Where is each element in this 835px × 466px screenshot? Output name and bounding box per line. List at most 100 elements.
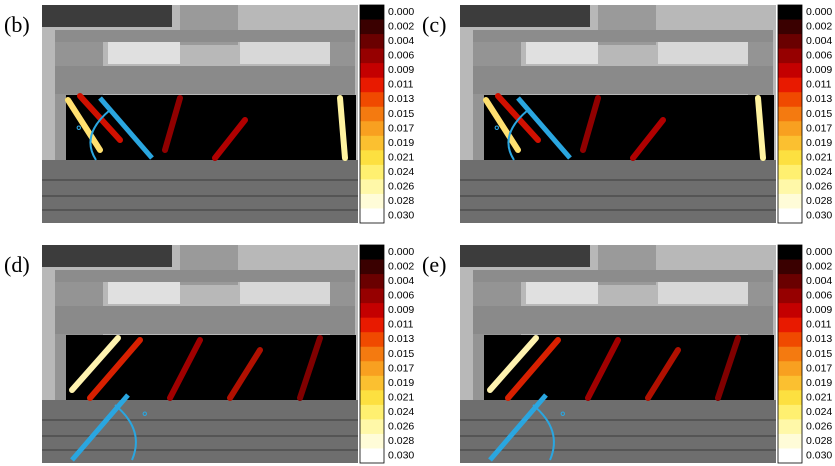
strain-streak bbox=[630, 117, 666, 161]
colorbar-tick: 0.024 bbox=[388, 406, 414, 418]
colorbar-tick: 0.028 bbox=[388, 435, 414, 447]
beam bbox=[55, 30, 355, 42]
colorbar-cell bbox=[778, 361, 802, 377]
colorbar-cell bbox=[360, 332, 384, 348]
colorbar-cell bbox=[778, 317, 802, 333]
colorbar-cell bbox=[778, 179, 802, 195]
colorbar-tick: 0.017 bbox=[806, 122, 832, 134]
colorbar-cell bbox=[360, 208, 384, 224]
machinery bbox=[460, 5, 590, 27]
beam bbox=[473, 30, 773, 42]
colorbar-cell bbox=[360, 448, 384, 464]
colorbar-cell bbox=[778, 303, 802, 319]
colorbar-cell bbox=[778, 245, 802, 261]
colorbar-tick: 0.009 bbox=[388, 304, 414, 316]
colorbar-tick: 0.030 bbox=[806, 450, 832, 462]
colorbar-tick: 0.011 bbox=[388, 79, 414, 91]
strain-streak bbox=[69, 335, 121, 393]
colorbar-cell bbox=[360, 346, 384, 362]
colorbar-tick: 0.021 bbox=[806, 151, 832, 163]
colorbar-frame bbox=[777, 4, 803, 224]
colorbar-tick: 0.002 bbox=[806, 21, 832, 33]
window bbox=[658, 42, 748, 64]
colorbar-tick: 0.028 bbox=[806, 435, 832, 447]
colorbar-frame bbox=[359, 244, 385, 464]
crack-line bbox=[516, 96, 572, 160]
colorbar-tick: 0.021 bbox=[388, 391, 414, 403]
colorbar-cell bbox=[360, 433, 384, 449]
colorbar-cell bbox=[778, 419, 802, 435]
colorbar-tick: 0.024 bbox=[806, 406, 832, 418]
ground bbox=[460, 400, 776, 463]
colorbar-tick: 0.019 bbox=[806, 137, 832, 149]
strain-streak bbox=[585, 337, 621, 401]
colorbar-cell bbox=[778, 390, 802, 406]
ground bbox=[42, 400, 358, 463]
colorbar-cell bbox=[360, 92, 384, 108]
colorbar-tick: 0.009 bbox=[388, 64, 414, 76]
colorbar-tick: 0.026 bbox=[806, 420, 832, 432]
colorbar-tick: 0.004 bbox=[388, 275, 414, 287]
colorbar-tick: 0.019 bbox=[388, 137, 414, 149]
colorbar-cell bbox=[360, 245, 384, 261]
colorbar-cell bbox=[360, 288, 384, 304]
angle-arc bbox=[532, 404, 555, 461]
colorbar-cell bbox=[360, 303, 384, 319]
colorbar-tick: 0.015 bbox=[806, 108, 832, 120]
colorbar-cell bbox=[360, 48, 384, 64]
beam bbox=[473, 270, 773, 282]
colorbar-tick: 0.013 bbox=[388, 333, 414, 345]
strain-band bbox=[66, 95, 356, 160]
colorbar-cell bbox=[778, 433, 802, 449]
colorbar-cell bbox=[778, 346, 802, 362]
panel: ° 0.000 0.002 0.004 0.006 0.009 0.011 0.013 0.01… bbox=[422, 244, 832, 464]
strain-streak bbox=[337, 95, 348, 161]
colorbar-cell bbox=[360, 121, 384, 137]
strain-streak bbox=[495, 93, 541, 143]
beam bbox=[473, 66, 773, 94]
colorbar-cell bbox=[360, 375, 384, 391]
colorbar-cell bbox=[778, 164, 802, 180]
strain-streak bbox=[77, 93, 123, 143]
panel-label: (e) bbox=[422, 252, 446, 277]
colorbar-cell bbox=[360, 259, 384, 275]
colorbar-cell bbox=[778, 34, 802, 50]
angle-label: ° bbox=[142, 409, 148, 425]
colorbar-cell bbox=[360, 317, 384, 333]
colorbar-cell bbox=[360, 390, 384, 406]
colorbar-cell bbox=[778, 208, 802, 224]
colorbar-tick: 0.000 bbox=[388, 6, 414, 18]
strain-streak bbox=[212, 117, 248, 161]
crack-line bbox=[70, 393, 130, 462]
angle-arc bbox=[114, 404, 137, 461]
panel: ° 0.000 0.002 0.004 0.006 0.009 0.011 0.013 0.01… bbox=[4, 4, 414, 224]
colorbar-cell bbox=[778, 48, 802, 64]
colorbar-tick: 0.006 bbox=[806, 50, 832, 62]
colorbar-tick: 0.026 bbox=[806, 180, 832, 192]
window bbox=[108, 42, 180, 64]
crack-line bbox=[488, 393, 548, 462]
angle-label: ° bbox=[76, 123, 82, 139]
window bbox=[658, 282, 748, 304]
window bbox=[240, 42, 330, 64]
photo bbox=[42, 5, 358, 223]
angle-label: ° bbox=[560, 409, 566, 425]
colorbar-cell bbox=[778, 77, 802, 93]
colorbar-cell bbox=[360, 179, 384, 195]
strain-streak bbox=[505, 337, 561, 401]
angle-arc bbox=[89, 109, 111, 161]
colorbar-cell bbox=[360, 404, 384, 420]
colorbar-cell bbox=[360, 274, 384, 290]
colorbar-tick: 0.009 bbox=[806, 64, 832, 76]
window bbox=[240, 282, 330, 304]
panel-label: (d) bbox=[4, 252, 30, 277]
colorbar-tick: 0.002 bbox=[388, 21, 414, 33]
strain-streak bbox=[162, 95, 183, 153]
colorbar-tick: 0.024 bbox=[806, 166, 832, 178]
window bbox=[526, 282, 598, 304]
strain-streak bbox=[87, 337, 143, 401]
colorbar-tick: 0.013 bbox=[388, 93, 414, 105]
colorbar-cell bbox=[778, 19, 802, 35]
colorbar-tick: 0.009 bbox=[806, 304, 832, 316]
strain-streak bbox=[227, 347, 263, 401]
